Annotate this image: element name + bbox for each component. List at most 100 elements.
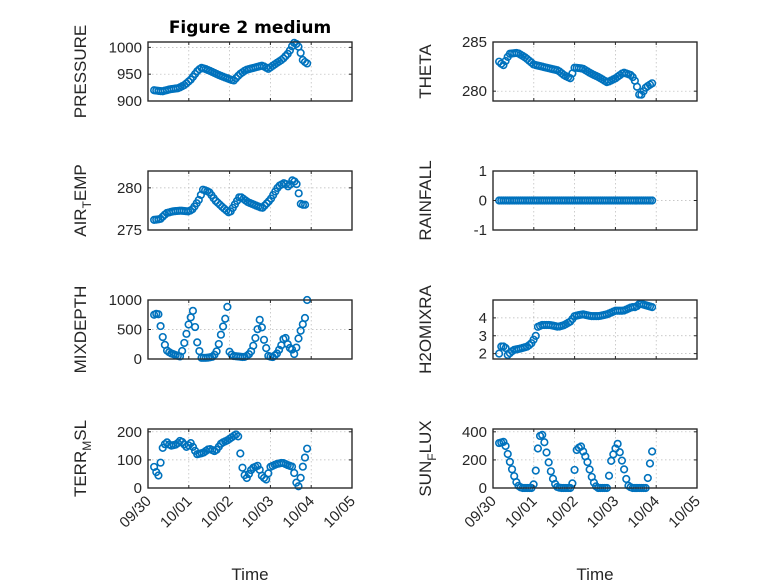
data-point	[617, 456, 627, 465]
data-point	[253, 461, 262, 470]
axes-border	[147, 428, 353, 489]
y-tick-label: 2	[479, 346, 487, 363]
data-point	[242, 473, 251, 483]
data-point	[648, 303, 657, 312]
data-point	[184, 77, 193, 86]
data-point	[262, 344, 271, 353]
data-point	[570, 465, 579, 475]
y-tick-label: 950	[117, 66, 142, 83]
data-point	[216, 330, 226, 339]
data-point	[253, 325, 262, 334]
data-point	[501, 343, 510, 353]
data-point	[260, 201, 269, 210]
y-tick-label: 280	[117, 180, 142, 197]
y-axis-label: SUNFLUX	[416, 420, 439, 496]
data-point	[298, 462, 307, 471]
data-point	[292, 179, 301, 189]
data-point	[648, 196, 657, 205]
y-axis-label: PRESSURE	[71, 25, 90, 119]
data-point	[531, 331, 540, 341]
y-tick-label: 285	[462, 34, 487, 51]
y-tick-label: 1000	[109, 39, 142, 56]
data-point	[182, 329, 191, 338]
data-point	[285, 46, 294, 55]
data-point	[501, 56, 510, 66]
data-point	[223, 302, 232, 311]
y-tick-label: -1	[474, 222, 487, 239]
data-point	[214, 339, 223, 349]
data-point	[525, 340, 534, 350]
axes-border	[492, 428, 698, 489]
data-point	[499, 437, 508, 447]
data-point	[234, 432, 243, 441]
data-point	[221, 314, 230, 323]
y-axis-label-main: TERR	[71, 451, 90, 497]
y-axis-label-subscript: M	[80, 441, 94, 451]
x-tick-label: 09/30	[461, 493, 500, 532]
data-point	[231, 430, 241, 439]
y-axis-label: RAINFALL	[416, 160, 435, 240]
y-axis-label-subscript: T	[80, 200, 94, 208]
y-tick-label: 0	[134, 351, 142, 368]
x-tick-label: 10/03	[239, 493, 278, 532]
data-point	[300, 453, 310, 462]
y-tick-label: 280	[462, 83, 487, 100]
x-tick-label: 10/04	[279, 493, 318, 532]
chart-title: Figure 2 medium	[169, 18, 331, 38]
data-point	[546, 467, 555, 476]
data-point	[279, 54, 288, 63]
y-tick-label: 0	[134, 480, 142, 497]
data-point	[156, 321, 165, 331]
data-point	[188, 442, 198, 451]
data-point	[238, 463, 247, 472]
data-point	[257, 323, 266, 332]
data-point	[585, 465, 594, 474]
subplot-theta: 280 285 THETA	[416, 34, 698, 102]
data-point	[626, 70, 635, 80]
data-point	[568, 479, 577, 488]
data-point	[613, 439, 622, 448]
data-point	[540, 438, 549, 447]
axes-frame	[147, 299, 353, 360]
y-tick-label: 1	[479, 163, 487, 180]
data-point	[300, 200, 310, 209]
x-tick-label: 10/03	[584, 493, 623, 532]
y-axis-label: H2OMIXRA	[416, 284, 435, 373]
y-tick-label: 275	[117, 222, 142, 239]
subplot-pressure: 900 950 1000 PRESSURE Figure 2 medium	[71, 18, 353, 119]
axes-border	[492, 299, 698, 360]
data-point	[258, 203, 267, 212]
data-point	[275, 345, 284, 354]
y-axis-label-rest: LUX	[416, 420, 435, 453]
data-point	[262, 199, 271, 208]
axes-border	[147, 41, 353, 102]
y-tick-label: 900	[117, 93, 142, 110]
data-point	[294, 189, 303, 198]
data-point	[294, 482, 303, 491]
y-axis-label: THETA	[416, 44, 435, 99]
data-point	[158, 332, 167, 342]
data-point	[538, 430, 547, 439]
data-point	[188, 306, 198, 315]
data-point	[632, 82, 642, 91]
data-point	[499, 61, 508, 70]
data-point	[281, 180, 291, 189]
y-axis-label-rest: EMP	[71, 164, 90, 201]
data-point	[229, 76, 238, 85]
data-point	[156, 458, 165, 467]
axes-border	[147, 299, 353, 360]
x-axis-label: Time	[576, 565, 613, 583]
data-point	[544, 458, 553, 467]
data-point	[154, 471, 163, 480]
y-tick-label: 400	[462, 424, 487, 441]
data-point	[604, 471, 614, 480]
data-point	[620, 465, 629, 474]
data-point	[251, 333, 260, 343]
data-point	[259, 335, 269, 344]
y-axis-label-rest: SL	[71, 420, 90, 441]
data-point	[218, 322, 228, 331]
data-point	[292, 343, 301, 352]
data-point	[583, 457, 592, 467]
data-point	[193, 338, 202, 347]
subplot-h2omixra: 234 H2OMIXRA	[416, 284, 698, 374]
